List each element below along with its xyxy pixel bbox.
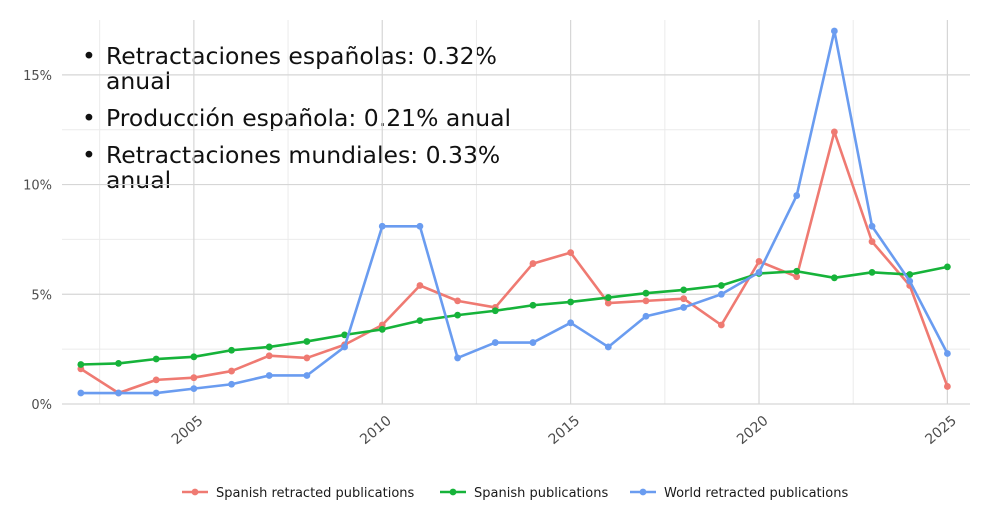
data-point	[190, 385, 198, 393]
data-point	[416, 282, 424, 289]
data-point	[303, 338, 311, 345]
data-point	[943, 350, 951, 357]
data-point	[868, 268, 876, 276]
data-point	[265, 352, 273, 360]
data-point	[341, 343, 348, 351]
data-point	[680, 286, 688, 294]
data-point	[115, 360, 122, 367]
data-point	[793, 192, 801, 199]
y-tick-label: 15%	[23, 69, 52, 84]
data-point	[642, 297, 650, 305]
data-point	[228, 380, 235, 388]
data-point	[416, 317, 424, 325]
data-point	[190, 353, 198, 361]
data-point	[567, 319, 575, 327]
legend-key-point	[191, 488, 199, 496]
data-point	[115, 389, 122, 397]
bullet-item: • Producción española: 0.21% anual	[82, 104, 512, 132]
data-point	[604, 343, 612, 351]
data-point	[868, 222, 876, 230]
bullet-item: • Retractaciones españolas: 0.32% anual	[82, 42, 497, 95]
data-point	[755, 268, 763, 276]
data-point	[567, 249, 575, 256]
data-point	[906, 277, 914, 285]
y-tick-label: 0%	[31, 398, 52, 413]
data-point	[454, 354, 462, 362]
data-point	[830, 27, 838, 35]
data-point	[265, 343, 273, 351]
data-point	[906, 271, 914, 278]
data-point	[830, 274, 838, 282]
legend-key-point	[449, 488, 457, 496]
legend-key-point	[639, 488, 647, 496]
data-point	[642, 312, 650, 320]
legend-label: Spanish retracted publications	[216, 486, 415, 501]
bullet-text: Retractaciones españolas: 0.32% anual	[106, 42, 497, 95]
annotation-bullets: • Retractaciones españolas: 0.32% anual •…	[82, 44, 552, 205]
data-point	[303, 372, 311, 379]
bullet-text: Producción española: 0.21% anual	[106, 104, 512, 132]
data-point	[680, 304, 688, 311]
data-point	[529, 260, 537, 267]
data-point	[717, 282, 725, 289]
x-tick-label: 2010	[357, 413, 395, 448]
x-tick-label: 2020	[734, 413, 772, 448]
data-point	[943, 383, 951, 390]
data-point	[567, 298, 575, 306]
series-line	[80, 265, 948, 366]
data-point	[152, 376, 160, 384]
legend-label: Spanish publications	[474, 486, 608, 501]
data-point	[378, 222, 386, 230]
x-tick-label: 2025	[922, 413, 960, 448]
data-point	[830, 128, 838, 136]
data-point	[604, 294, 612, 301]
data-point	[642, 289, 650, 297]
data-point	[228, 367, 235, 375]
data-point	[152, 355, 160, 363]
bullet-text: Retractaciones mundiales: 0.33% anual	[106, 141, 501, 194]
data-point	[680, 295, 688, 303]
data-point	[303, 354, 311, 362]
data-point	[529, 301, 537, 309]
data-point	[190, 374, 198, 382]
data-point	[416, 222, 424, 230]
data-point	[943, 263, 951, 271]
data-point	[378, 325, 386, 333]
data-point	[341, 331, 348, 339]
x-tick-label: 2015	[546, 413, 584, 448]
data-point	[265, 372, 273, 379]
data-point	[529, 339, 537, 346]
data-point	[793, 267, 801, 275]
data-point	[491, 307, 499, 315]
y-tick-label: 10%	[23, 179, 52, 194]
bullet-item: • Retractaciones mundiales: 0.33% anual	[82, 141, 501, 194]
series-line	[80, 130, 949, 395]
y-tick-label: 5%	[31, 288, 52, 303]
x-tick-label: 2005	[169, 413, 207, 448]
data-point	[491, 339, 499, 346]
data-point	[793, 273, 801, 281]
data-point	[755, 257, 763, 265]
series-line	[80, 29, 949, 395]
data-point	[228, 346, 235, 354]
data-point	[604, 299, 612, 307]
data-point	[454, 311, 462, 319]
data-point	[868, 238, 876, 246]
data-point	[77, 361, 85, 368]
data-point	[717, 290, 725, 298]
data-point	[717, 321, 725, 329]
data-point	[454, 297, 462, 305]
data-point	[77, 389, 85, 397]
legend-label: World retracted publications	[664, 486, 848, 501]
data-point	[152, 389, 160, 397]
